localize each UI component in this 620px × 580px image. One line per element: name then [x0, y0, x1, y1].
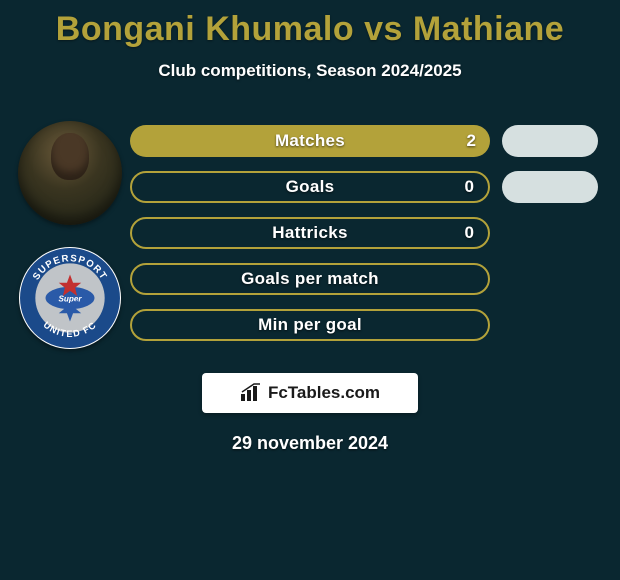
- club-badge-icon: SUPERSPORT UNITED FC Super: [19, 247, 121, 349]
- left-column: SUPERSPORT UNITED FC Super: [10, 111, 130, 349]
- player-avatar: [18, 121, 122, 225]
- stat-label: Goals per match: [241, 269, 379, 289]
- stats-bars: Matches 2 Goals 0 Hattricks 0 Goals per match M…: [130, 111, 490, 349]
- stat-label: Min per goal: [258, 315, 362, 335]
- subtitle: Club competitions, Season 2024/2025: [0, 61, 620, 81]
- stat-value: 0: [465, 177, 474, 197]
- svg-text:Super: Super: [58, 295, 82, 304]
- stat-bar: Matches 2: [130, 125, 490, 157]
- stat-label: Hattricks: [272, 223, 347, 243]
- footer-brand-badge: FcTables.com: [202, 373, 418, 413]
- page-title: Bongani Khumalo vs Mathiane: [0, 0, 620, 49]
- stat-bar: Goals per match: [130, 263, 490, 295]
- stat-label: Goals: [286, 177, 335, 197]
- comparison-pill: [502, 171, 598, 203]
- club-badge: SUPERSPORT UNITED FC Super: [19, 247, 121, 349]
- stat-label: Matches: [275, 131, 345, 151]
- footer-brand-text: FcTables.com: [268, 383, 380, 403]
- comparison-pill: [502, 125, 598, 157]
- date-text: 29 november 2024: [0, 433, 620, 454]
- chart-icon: [240, 383, 262, 403]
- right-column: [490, 111, 610, 349]
- stat-bar: Goals 0: [130, 171, 490, 203]
- comparison-row: SUPERSPORT UNITED FC Super Matches 2 Goals…: [0, 111, 620, 349]
- stat-value: 0: [465, 223, 474, 243]
- stat-bar: Hattricks 0: [130, 217, 490, 249]
- stat-value: 2: [467, 131, 476, 151]
- stat-bar: Min per goal: [130, 309, 490, 341]
